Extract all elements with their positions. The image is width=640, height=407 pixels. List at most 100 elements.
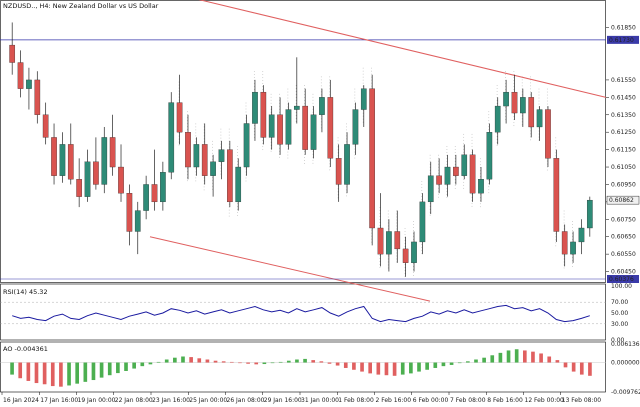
cloud-dot: [329, 160, 331, 162]
cloud-dot: [237, 155, 239, 156]
bottom-level-tag: [607, 275, 639, 283]
cloud-dot: [320, 76, 322, 78]
bear-candle: [227, 149, 233, 203]
cloud-dot: [546, 100, 548, 102]
cloud-dot: [262, 146, 264, 148]
cloud-dot: [337, 140, 339, 142]
cloud-dot: [287, 97, 289, 99]
cloud-dot: [572, 230, 573, 231]
cloud-dot: [563, 267, 565, 269]
cloud-dot: [379, 225, 381, 226]
rsi-tick-label: 50.00: [611, 310, 628, 317]
cloud-dot: [471, 142, 473, 144]
bear-candle: [42, 114, 49, 138]
cloud-dot: [572, 257, 573, 258]
bear-candle: [51, 137, 57, 176]
price-tick-label: 0.61250: [611, 129, 636, 136]
bull-candle: [486, 132, 493, 180]
cloud-dot: [346, 189, 347, 191]
cloud-dot: [337, 185, 339, 187]
cloud-dot: [220, 170, 222, 172]
cloud-dot: [421, 186, 423, 188]
rsi-tick-label: 0.00: [611, 337, 625, 344]
cloud-dot: [505, 89, 506, 91]
cloud-dot: [572, 233, 573, 234]
cloud-dot: [438, 172, 439, 174]
cloud-dot: [379, 264, 381, 265]
cloud-dot: [320, 118, 322, 120]
cloud-dot: [262, 149, 264, 151]
cloud-dot: [253, 89, 255, 91]
cloud-dot: [270, 147, 272, 149]
cloud-dot: [346, 126, 347, 128]
cloud-dot: [270, 96, 272, 98]
cloud-dot: [429, 214, 431, 216]
cloud-dot: [429, 202, 431, 204]
cloud-dot: [429, 160, 431, 162]
cloud-dot: [195, 141, 197, 143]
cloud-dot: [404, 237, 406, 238]
cloud-dot: [178, 144, 180, 146]
cloud-dot: [496, 94, 498, 95]
price-tick-label: 0.61350: [611, 112, 636, 119]
cloud-dot: [212, 158, 213, 160]
bull-candle: [494, 105, 501, 133]
cloud-dot: [446, 191, 448, 192]
cloud-dot: [505, 116, 506, 118]
cloud-dot: [203, 123, 205, 125]
bear-candle: [176, 102, 183, 133]
bull-candle: [578, 227, 585, 243]
price-tick-label: 0.61450: [611, 94, 636, 101]
rsi-panel-frame: [0, 283, 606, 341]
cloud-dot: [186, 117, 188, 119]
ao-tick-label: -0.009762: [611, 389, 640, 396]
cloud-dot: [253, 137, 255, 139]
cloud-dot: [446, 152, 448, 153]
cloud-dot: [212, 143, 213, 145]
bull-candle: [319, 97, 325, 115]
cloud-dot: [563, 261, 565, 263]
cloud-dot: [178, 141, 180, 143]
cloud-dot: [438, 184, 439, 186]
cloud-dot: [396, 258, 398, 260]
cloud-dot: [304, 85, 305, 86]
cloud-dot: [371, 79, 372, 81]
cloud-dot: [488, 123, 490, 125]
cloud-dot: [496, 100, 498, 101]
cloud-dot: [295, 91, 297, 92]
cloud-dot: [320, 127, 322, 129]
cloud-dot: [371, 235, 372, 237]
cloud-dot: [421, 198, 423, 200]
cloud-dot: [454, 188, 456, 189]
cloud-dot: [429, 163, 431, 165]
cloud-dot: [203, 126, 205, 128]
cloud-dot: [546, 163, 548, 165]
cloud-dot: [471, 139, 473, 141]
cloud-dot: [295, 112, 297, 113]
cloud-dot: [354, 103, 356, 105]
cloud-dot: [546, 91, 548, 93]
x-tick-label: 1 Feb 08:00: [338, 397, 374, 404]
cloud-dot: [279, 93, 280, 95]
cloud-dot: [186, 174, 188, 176]
cloud-dot: [295, 118, 297, 119]
cloud-dot: [346, 141, 347, 143]
cloud-dot: [572, 266, 573, 267]
cloud-dot: [287, 148, 289, 150]
bear-candle: [377, 227, 384, 255]
price-tick-label: 0.61550: [611, 77, 636, 84]
cloud-dot: [496, 136, 498, 137]
bear-candle: [151, 184, 158, 203]
cloud-dot: [253, 77, 255, 79]
cloud-dot: [454, 158, 456, 159]
cloud-dot: [237, 215, 239, 216]
cloud-dot: [270, 144, 272, 146]
price-tick-label: 0.61050: [611, 164, 636, 171]
ao-tick-label: 0.000000: [611, 360, 640, 367]
cloud-dot: [454, 152, 456, 153]
cloud-dot: [295, 100, 297, 101]
cloud-dot: [212, 188, 213, 190]
cloud-dot: [496, 145, 498, 146]
cloud-dot: [429, 208, 431, 210]
